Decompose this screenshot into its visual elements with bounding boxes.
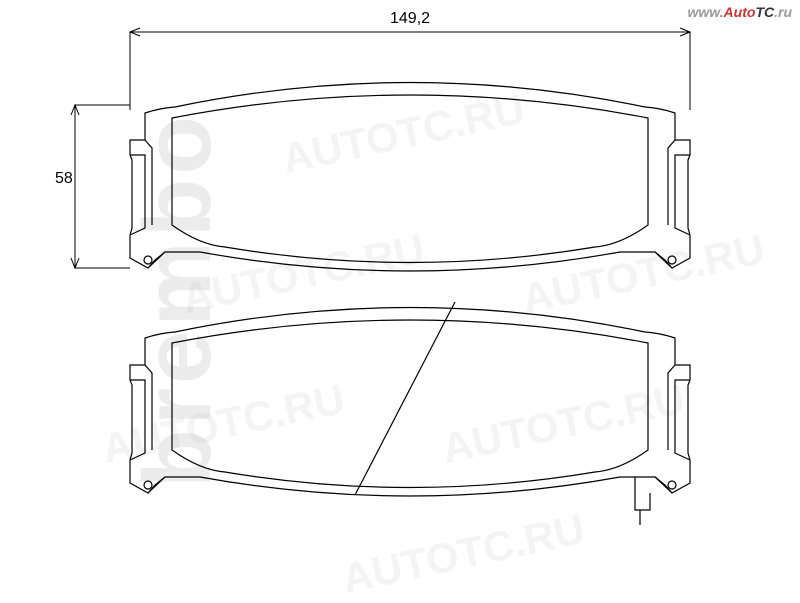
brake-pad-diagram <box>0 0 800 600</box>
width-dimension <box>130 28 690 110</box>
height-dimension <box>71 105 130 268</box>
brake-pad-top <box>130 83 690 272</box>
brake-pad-bottom <box>130 302 690 525</box>
